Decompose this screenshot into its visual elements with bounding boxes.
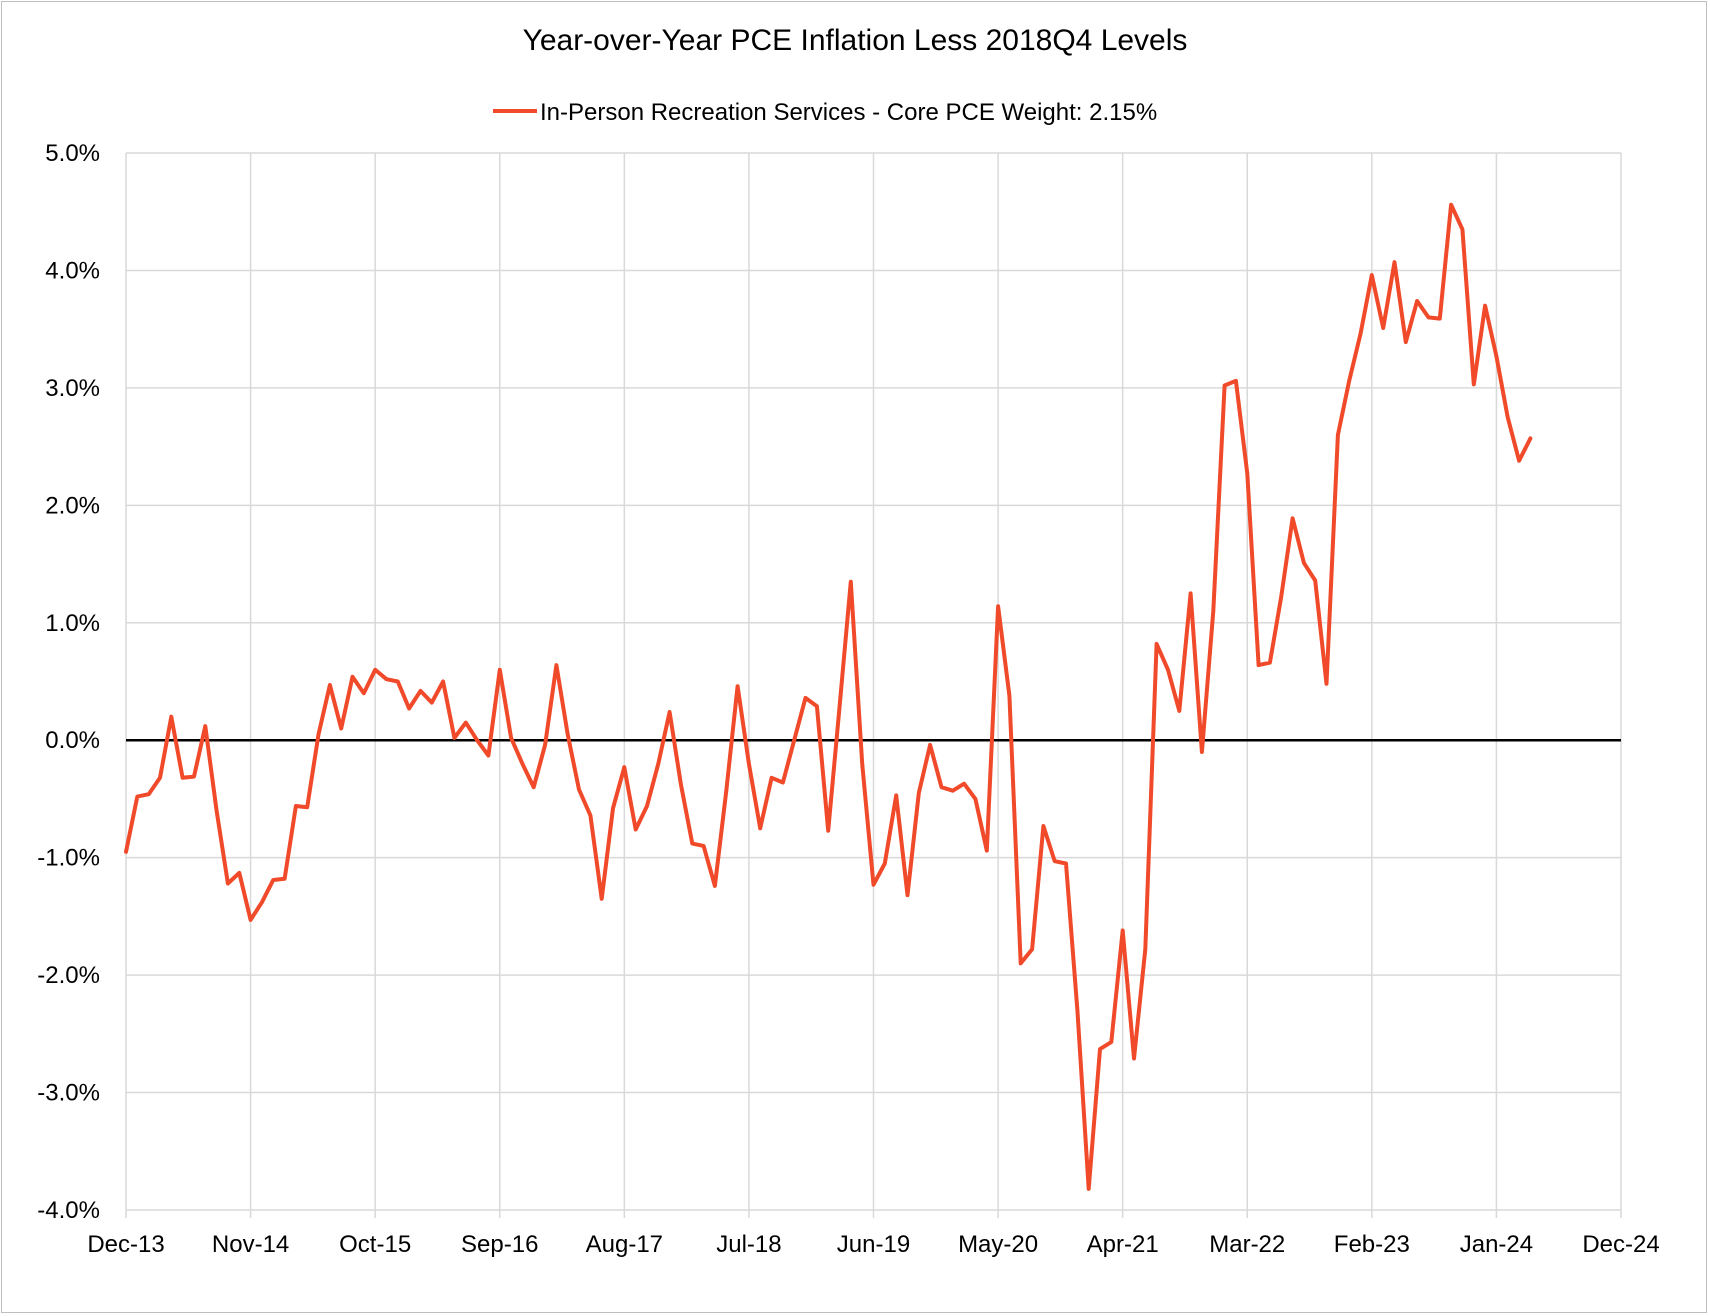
x-axis-tick-labels: Dec-13 Nov-14 Oct-15 Sep-16 Aug-17 Jul-18 Jun-… bbox=[87, 1231, 1659, 1258]
y-tick-label: 3.0% bbox=[45, 375, 100, 402]
x-tick-label: Feb-23 bbox=[1334, 1231, 1410, 1258]
axes bbox=[125, 153, 1622, 1218]
y-tick-label: 4.0% bbox=[45, 257, 100, 284]
y-tick-label: 0.0% bbox=[45, 727, 100, 754]
x-tick-label: Aug-17 bbox=[586, 1231, 663, 1258]
x-tick-label: Dec-13 bbox=[87, 1231, 164, 1258]
y-tick-label: -1.0% bbox=[37, 845, 100, 872]
x-tick-label: Nov-14 bbox=[212, 1231, 289, 1258]
x-tick-label: Apr-21 bbox=[1087, 1231, 1159, 1258]
chart-title: Year-over-Year PCE Inflation Less 2018Q4… bbox=[523, 24, 1188, 57]
x-tick-label: May-20 bbox=[958, 1231, 1038, 1258]
y-axis-tick-labels: 5.0% 4.0% 3.0% 2.0% 1.0% 0.0% -1.0% -2.0% -3.0% -… bbox=[37, 140, 100, 1224]
y-tick-label: 2.0% bbox=[45, 492, 100, 519]
y-tick-label: 1.0% bbox=[45, 610, 100, 637]
x-tick-label: Sep-16 bbox=[461, 1231, 538, 1258]
x-tick-label: Jul-18 bbox=[716, 1231, 781, 1258]
x-tick-label: Oct-15 bbox=[339, 1231, 411, 1258]
series-line-in-person-recreation bbox=[124, 202, 1533, 1191]
x-tick-label: Mar-22 bbox=[1209, 1231, 1285, 1258]
y-tick-label: -4.0% bbox=[37, 1197, 100, 1224]
x-tick-label: Jan-24 bbox=[1460, 1231, 1533, 1258]
y-tick-label: -3.0% bbox=[37, 1080, 100, 1107]
x-tick-label: Dec-24 bbox=[1582, 1231, 1659, 1258]
legend: In-Person Recreation Services - Core PCE… bbox=[493, 99, 1157, 126]
series-layer bbox=[124, 202, 1533, 1191]
x-tick-label: Jun-19 bbox=[837, 1231, 910, 1258]
y-tick-label: 5.0% bbox=[45, 140, 100, 167]
legend-label: In-Person Recreation Services - Core PCE… bbox=[540, 99, 1157, 126]
y-tick-label: -2.0% bbox=[37, 962, 100, 989]
